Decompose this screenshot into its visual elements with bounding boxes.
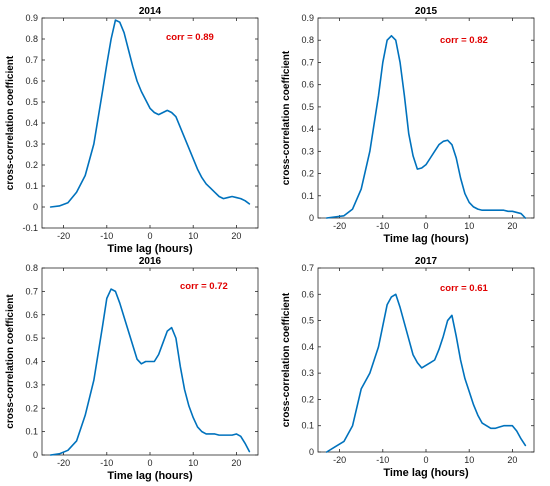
x-tick-label: -20: [333, 455, 346, 465]
y-axis-label: cross-correlation coefficient: [5, 294, 16, 429]
plot-frame: [317, 267, 535, 453]
y-tick-label: 0.4: [301, 342, 314, 352]
y-tick-label: 0.4: [301, 124, 314, 134]
x-tick-label: 10: [188, 231, 198, 241]
x-tick-label: -10: [100, 458, 113, 468]
x-tick-label: -10: [100, 231, 113, 241]
y-tick-label: 0.4: [25, 357, 38, 367]
plot-frame: [41, 17, 259, 229]
y-tick-label: 0.6: [301, 80, 314, 90]
y-tick-label: 0.5: [25, 97, 38, 107]
y-tick-label: 0.3: [301, 146, 314, 156]
y-tick-label: 0.3: [301, 368, 314, 378]
chart-panel-2015: -20 -10 0 10 20 0 0.1 0.2 0.3 0.4 0.5 0.6 0.7 0.8 0.9 2…: [281, 6, 535, 245]
x-tick-label: -20: [57, 458, 70, 468]
x-tick-label: -20: [57, 231, 70, 241]
y-tick-label: 0.6: [25, 310, 38, 320]
y-tick-label: 0.4: [25, 118, 38, 128]
y-tick-label: 0.1: [301, 191, 314, 201]
chart-title: 2014: [139, 6, 162, 17]
y-tick-label: 0.7: [301, 263, 314, 273]
x-tick-label: -10: [376, 455, 389, 465]
x-tick-label: 0: [147, 231, 152, 241]
y-axis-label: cross-correlation coefficient: [281, 292, 292, 427]
y-tick-label: 0: [33, 202, 38, 212]
correlation-annotation: corr = 0.72: [180, 281, 228, 292]
x-axis-label: Time lag (hours): [383, 467, 469, 479]
series-line: [49, 19, 251, 208]
chart-title: 2016: [139, 256, 162, 267]
plot-frame: [317, 17, 535, 219]
x-tick-label: 10: [464, 221, 474, 231]
y-tick-label: 0.3: [25, 380, 38, 390]
x-axis-label: Time lag (hours): [107, 243, 193, 255]
correlation-annotation: corr = 0.82: [440, 35, 488, 46]
y-tick-label: 0.8: [301, 35, 314, 45]
correlation-annotation: corr = 0.89: [166, 32, 214, 43]
y-tick-label: 0.7: [301, 57, 314, 67]
y-tick-label: 0.1: [301, 421, 314, 431]
x-tick-label: -20: [333, 221, 346, 231]
chart-title: 2015: [415, 6, 438, 17]
chart-title: 2017: [415, 256, 438, 267]
y-tick-label: 0.8: [25, 34, 38, 44]
y-tick-label: 0.5: [25, 333, 38, 343]
y-tick-label: 0.2: [301, 169, 314, 179]
x-axis-label: Time lag (hours): [107, 470, 193, 482]
x-tick-label: 20: [507, 221, 517, 231]
chart-panel-2016: -20 -10 0 10 20 0 0.1 0.2 0.3 0.4 0.5 0.6 0.7 0.8 2016…: [5, 256, 259, 482]
correlation-annotation: corr = 0.61: [440, 283, 489, 294]
x-tick-label: 20: [507, 455, 517, 465]
chart-panel-2017: -20 -10 0 10 20 0 0.1 0.2 0.3 0.4 0.5 0.6 0.7 2017 Tim…: [281, 256, 535, 479]
y-tick-label: 0.5: [301, 102, 314, 112]
y-axis-label: cross-correlation coefficient: [5, 55, 16, 190]
x-tick-label: 0: [423, 221, 428, 231]
x-tick-label: 0: [147, 458, 152, 468]
y-tick-label: 0.5: [301, 316, 314, 326]
x-tick-label: 20: [231, 458, 241, 468]
series-line: [325, 293, 527, 453]
y-tick-label: 0.7: [25, 55, 38, 65]
y-tick-label: 0.7: [25, 286, 38, 296]
x-tick-label: 10: [464, 455, 474, 465]
y-tick-label: 0.2: [25, 403, 38, 413]
y-axis-label: cross-correlation coefficient: [281, 50, 292, 185]
y-tick-label: 0.9: [25, 13, 38, 23]
y-tick-label: 0.2: [25, 160, 38, 170]
y-tick-label: 0: [309, 447, 314, 457]
x-tick-label: -10: [376, 221, 389, 231]
chart-panel-2014: -20 -10 0 10 20 -0.1 0 0.1 0.2 0.3 0.4 0.5 0.6 0.7 0.8…: [5, 6, 259, 255]
y-tick-label: 0.8: [25, 263, 38, 273]
y-tick-label: 0.3: [25, 139, 38, 149]
x-axis-label: Time lag (hours): [383, 233, 469, 245]
x-tick-label: 10: [188, 458, 198, 468]
y-tick-label: 0: [309, 213, 314, 223]
y-tick-label: 0.6: [25, 76, 38, 86]
series-line: [325, 34, 527, 219]
series-line: [49, 288, 251, 456]
y-tick-label: 0.1: [25, 427, 38, 437]
y-tick-label: 0.2: [301, 394, 314, 404]
y-tick-label: -0.1: [22, 223, 38, 233]
x-tick-label: 0: [423, 455, 428, 465]
y-tick-label: 0.9: [301, 13, 314, 23]
x-tick-label: 20: [231, 231, 241, 241]
y-tick-label: 0.1: [25, 181, 38, 191]
y-tick-label: 0.6: [301, 289, 314, 299]
y-tick-label: 0: [33, 450, 38, 460]
